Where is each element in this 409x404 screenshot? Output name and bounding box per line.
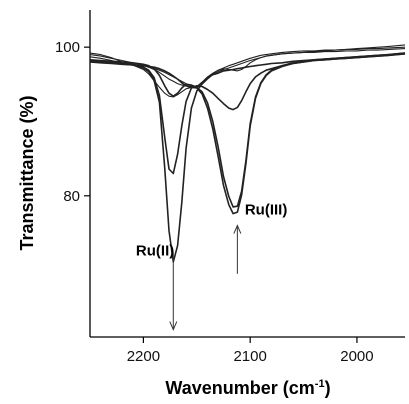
spectrum-line-4 (89, 53, 406, 215)
spectrum-line-7 (89, 44, 406, 88)
y-tick-label: 100 (55, 39, 80, 56)
series-layer (89, 44, 406, 263)
x-axis-title: Wavenumber (cm-1) (165, 378, 330, 398)
spectrum-line-1 (89, 52, 406, 263)
annotation-arrow-head (233, 224, 242, 234)
annotation-label: Ru(II) (136, 242, 174, 259)
annotation-layer: Ru(II) Ru(III) (136, 201, 288, 331)
spectrum-line-6 (89, 46, 406, 88)
x-tick-layer: 2200 2100 2000 (127, 337, 374, 365)
x-tick-label: 2000 (340, 348, 373, 365)
plot-frame (89, 10, 405, 338)
spectrum-line-3 (89, 52, 406, 208)
x-tick-label: 2200 (127, 348, 160, 365)
y-tick-label: 80 (63, 188, 80, 205)
annotation-label: Ru(III) (245, 201, 288, 218)
annotation-arrow-head (169, 321, 178, 331)
y-tick-layer: 80 100 (55, 39, 90, 205)
x-tick-label: 2100 (233, 348, 266, 365)
y-axis-title: Transmittance (%) (17, 95, 37, 250)
